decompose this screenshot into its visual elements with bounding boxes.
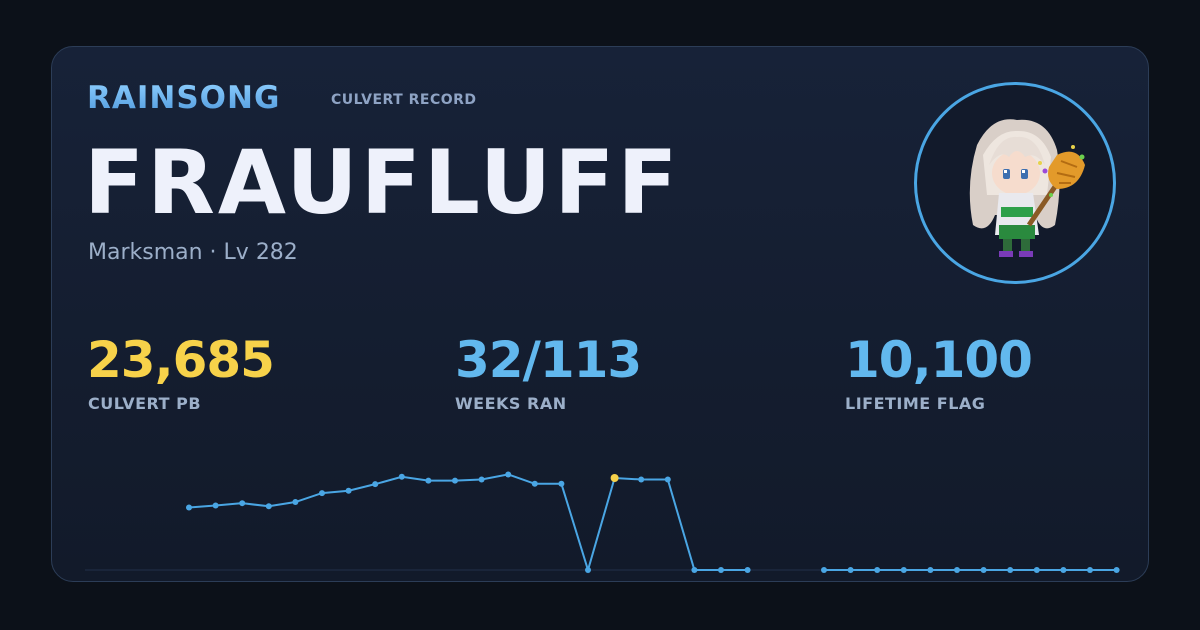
chart-point [1113, 567, 1120, 573]
chart-point [821, 567, 827, 573]
stat-lifetime-flag-value: 10,100 [845, 331, 1033, 389]
chart-point [345, 487, 352, 494]
character-class-level: Marksman · Lv 282 [88, 240, 298, 265]
chart-point [558, 480, 565, 487]
chart-point [874, 567, 881, 573]
chart-point [744, 567, 751, 573]
stat-lifetime-flag-label: LIFETIME FLAG [845, 394, 986, 413]
chart-point [398, 473, 405, 480]
chart-point [718, 567, 724, 573]
chart-point [900, 567, 907, 573]
chart-point [212, 502, 219, 509]
chart-point [664, 476, 671, 483]
chart-point [319, 490, 325, 497]
chart-point [847, 567, 854, 573]
chart-point [425, 477, 432, 484]
chart-pb-point [610, 474, 619, 482]
brand-title: RAINSONG [87, 80, 281, 116]
stat-culvert-pb-label: CULVERT PB [88, 394, 202, 413]
chart-series-line [188, 473, 748, 574]
character-name: FRAUFLUFF [84, 131, 681, 234]
chart-point [1033, 567, 1040, 573]
chart-point [372, 481, 379, 488]
chart-point [585, 567, 591, 573]
chart-point [1060, 567, 1067, 573]
chart-point [927, 567, 934, 573]
chart-point [505, 471, 512, 478]
chart-point [691, 567, 698, 573]
character-sprite-icon [969, 119, 1085, 257]
chart-point [531, 480, 538, 487]
chart-point [452, 477, 458, 484]
character-avatar [914, 82, 1116, 284]
chart-point [1007, 567, 1014, 573]
chart-point [954, 567, 960, 573]
stat-weeks-ran-label: WEEKS RAN [455, 394, 567, 413]
chart-point [478, 476, 485, 483]
chart-point [186, 504, 192, 511]
chart-point [1087, 567, 1093, 573]
chart-point [265, 503, 272, 510]
record-subtitle: CULVERT RECORD [331, 92, 477, 108]
stat-culvert-pb-value: 23,685 [87, 331, 275, 389]
stat-weeks-ran-value: 32/113 [455, 331, 642, 389]
chart-point [292, 499, 299, 506]
chart-point [638, 476, 645, 483]
chart-point [239, 500, 246, 507]
chart-point [980, 567, 987, 573]
